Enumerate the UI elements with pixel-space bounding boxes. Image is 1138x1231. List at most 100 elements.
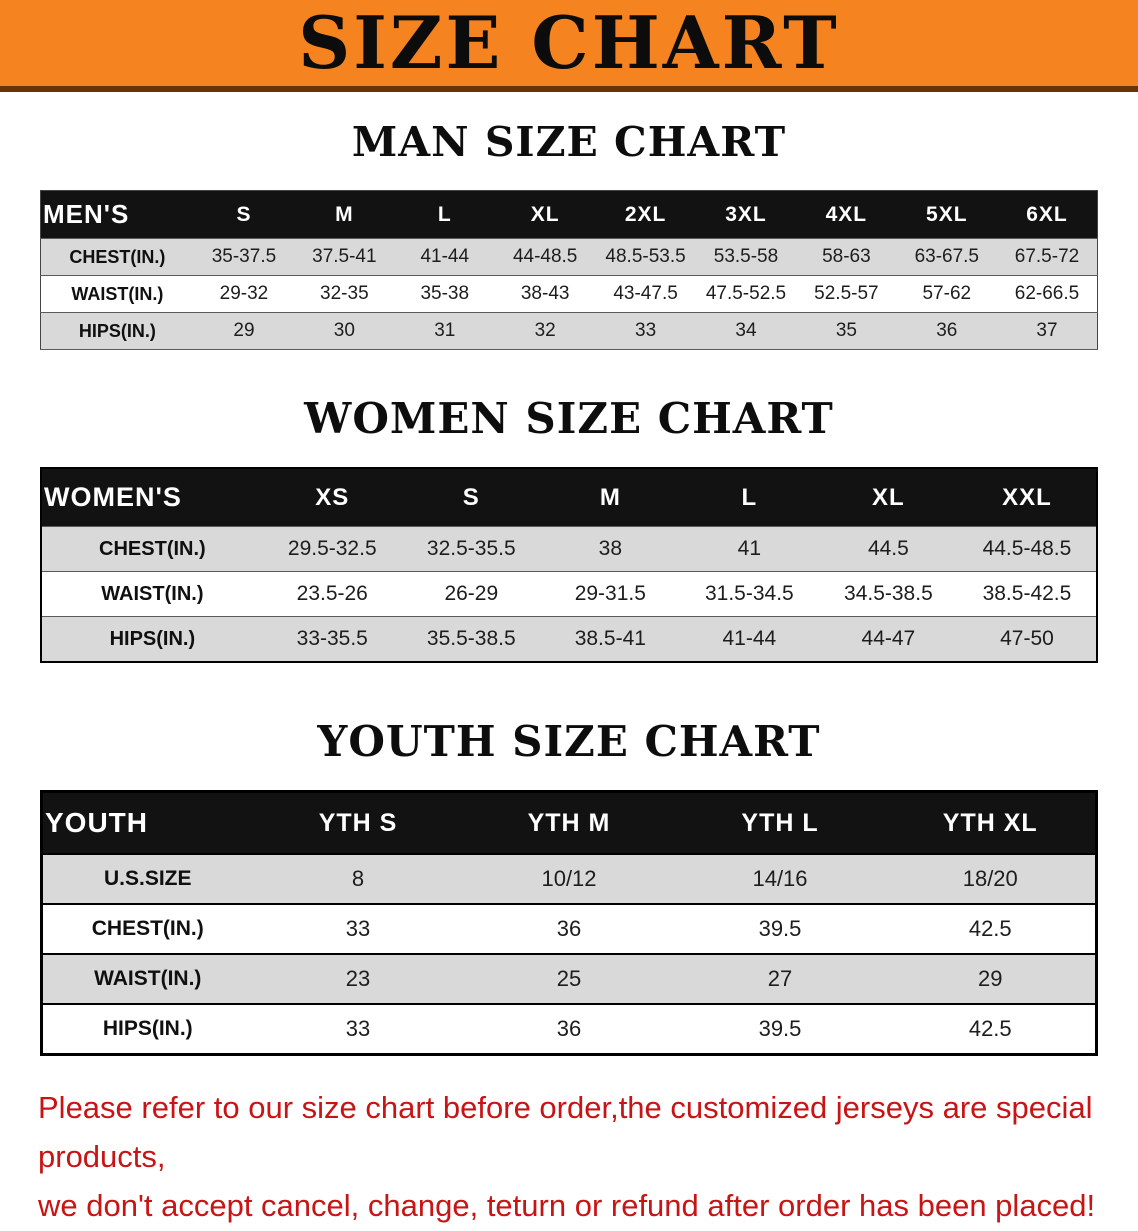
row-label-cell: WAIST(IN.) bbox=[40, 275, 194, 313]
data-cell: 29 bbox=[193, 312, 295, 350]
table-row: WAIST(IN.) 29-32 32-35 35-38 38-43 43-47.5 47.… bbox=[40, 275, 1098, 313]
data-cell: 33 bbox=[595, 312, 696, 350]
data-cell: 42.5 bbox=[885, 1003, 1097, 1056]
data-cell: 48.5-53.5 bbox=[595, 238, 696, 276]
size-header-cell: M bbox=[540, 468, 680, 527]
data-cell: 36 bbox=[463, 1003, 675, 1056]
data-cell: 35.5-38.5 bbox=[401, 616, 541, 663]
data-cell: 53.5-58 bbox=[695, 238, 797, 276]
data-cell: 23.5-26 bbox=[262, 571, 402, 617]
data-cell: 10/12 bbox=[463, 853, 675, 905]
data-cell: 31 bbox=[394, 312, 495, 350]
size-header-cell: XL bbox=[818, 468, 958, 527]
data-cell: 29 bbox=[885, 953, 1097, 1005]
row-label-cell: HIPS(IN.) bbox=[41, 1003, 253, 1056]
page-title: SIZE CHART bbox=[298, 0, 840, 85]
size-header-cell: L bbox=[679, 468, 819, 527]
data-cell: 38.5-42.5 bbox=[957, 571, 1097, 617]
size-table: YOUTH YTH S YTH M YTH L YTH XL U.S.SIZE 8 10/12… bbox=[40, 790, 1098, 1056]
size-header-cell: XS bbox=[262, 468, 402, 527]
data-cell: 67.5-72 bbox=[997, 238, 1098, 276]
men-section-heading: MAN SIZE CHART bbox=[351, 118, 787, 166]
table-row: CHEST(IN.) 29.5-32.5 32.5-35.5 38 41 44.5 44.5… bbox=[41, 526, 1097, 572]
data-cell: 33 bbox=[252, 1003, 464, 1056]
men-size-table-container: MEN'S S M L XL 2XL 3XL 4XL 5XL 6XL CHEST(IN.) 35-37… bbox=[40, 190, 1098, 350]
table-row: CHEST(IN.) 35-37.5 37.5-41 41-44 44-48.5 48.5… bbox=[40, 238, 1098, 276]
data-cell: 8 bbox=[252, 853, 464, 905]
row-label-cell: CHEST(IN.) bbox=[41, 526, 263, 572]
youth-size-section: YOUTH SIZE CHART YOUTH YTH S YTH M YTH L YTH… bbox=[0, 717, 1138, 1056]
size-header-cell: YTH XL bbox=[885, 791, 1097, 854]
size-header-cell: YTH S bbox=[252, 791, 464, 854]
data-cell: 38.5-41 bbox=[540, 616, 680, 663]
data-cell: 44.5 bbox=[818, 526, 958, 572]
data-cell: 18/20 bbox=[885, 853, 1097, 905]
data-cell: 58-63 bbox=[796, 238, 897, 276]
data-cell: 34 bbox=[695, 312, 797, 350]
data-cell: 34.5-38.5 bbox=[818, 571, 958, 617]
data-cell: 38 bbox=[540, 526, 680, 572]
size-header-cell: YTH M bbox=[463, 791, 675, 854]
data-cell: 43-47.5 bbox=[595, 275, 696, 313]
data-cell: 29-31.5 bbox=[540, 571, 680, 617]
size-table: MEN'S S M L XL 2XL 3XL 4XL 5XL 6XL CHEST(IN.) 35-37… bbox=[40, 190, 1098, 350]
data-cell: 63-67.5 bbox=[896, 238, 997, 276]
data-cell: 39.5 bbox=[674, 1003, 886, 1056]
data-cell: 41 bbox=[679, 526, 819, 572]
table-row: CHEST(IN.) 33 36 39.5 42.5 bbox=[41, 903, 1097, 955]
data-cell: 62-66.5 bbox=[997, 275, 1098, 313]
size-header-cell: 5XL bbox=[896, 190, 997, 239]
data-cell: 30 bbox=[294, 312, 395, 350]
table-header-row: WOMEN'S XS S M L XL XXL bbox=[41, 468, 1097, 527]
data-cell: 29-32 bbox=[193, 275, 295, 313]
data-cell: 27 bbox=[674, 953, 886, 1005]
data-cell: 32-35 bbox=[294, 275, 395, 313]
data-cell: 32 bbox=[494, 312, 596, 350]
row-label-cell: WAIST(IN.) bbox=[41, 571, 263, 617]
row-label-cell: CHEST(IN.) bbox=[41, 903, 253, 955]
data-cell: 14/16 bbox=[674, 853, 886, 905]
youth-size-table-container: YOUTH YTH S YTH M YTH L YTH XL U.S.SIZE 8 10/12… bbox=[40, 790, 1098, 1056]
data-cell: 42.5 bbox=[885, 903, 1097, 955]
disclaimer-line-2: we don't accept cancel, change, teturn o… bbox=[38, 1187, 1096, 1223]
data-cell: 31.5-34.5 bbox=[679, 571, 819, 617]
youth-section-heading: YOUTH SIZE CHART bbox=[317, 717, 821, 766]
disclaimer-line-1: Please refer to our size chart before or… bbox=[38, 1090, 1093, 1174]
data-cell: 36 bbox=[896, 312, 997, 350]
data-cell: 32.5-35.5 bbox=[401, 526, 541, 572]
size-header-cell: XXL bbox=[957, 468, 1097, 527]
size-header-cell: M bbox=[294, 190, 395, 239]
data-cell: 36 bbox=[463, 903, 675, 955]
row-label-cell: HIPS(IN.) bbox=[41, 616, 263, 663]
data-cell: 38-43 bbox=[494, 275, 596, 313]
row-label-cell: WAIST(IN.) bbox=[41, 953, 253, 1005]
data-cell: 26-29 bbox=[401, 571, 541, 617]
data-cell: 29.5-32.5 bbox=[262, 526, 402, 572]
table-title-cell: YOUTH bbox=[41, 791, 253, 854]
size-header-cell: 6XL bbox=[997, 190, 1098, 239]
data-cell: 33-35.5 bbox=[262, 616, 402, 663]
data-cell: 44-48.5 bbox=[494, 238, 596, 276]
data-cell: 37.5-41 bbox=[294, 238, 395, 276]
women-size-table-container: WOMEN'S XS S M L XL XXL CHEST(IN.) 29.5-32.5 32.5… bbox=[40, 467, 1098, 663]
men-size-section: MAN SIZE CHART MEN'S S M L XL 2XL 3XL 4XL 5XL 6XL… bbox=[0, 118, 1138, 350]
size-header-cell: 4XL bbox=[796, 190, 897, 239]
table-row: U.S.SIZE 8 10/12 14/16 18/20 bbox=[41, 853, 1097, 905]
women-size-section: WOMEN SIZE CHART WOMEN'S XS S M L XL XXL CHEST(… bbox=[0, 394, 1138, 663]
data-cell: 41-44 bbox=[394, 238, 495, 276]
table-header-row: MEN'S S M L XL 2XL 3XL 4XL 5XL 6XL bbox=[40, 190, 1098, 239]
size-table: WOMEN'S XS S M L XL XXL CHEST(IN.) 29.5-32.5 32.5… bbox=[40, 467, 1098, 663]
data-cell: 39.5 bbox=[674, 903, 886, 955]
table-row: HIPS(IN.) 33 36 39.5 42.5 bbox=[41, 1003, 1097, 1056]
data-cell: 57-62 bbox=[896, 275, 997, 313]
data-cell: 35-38 bbox=[394, 275, 495, 313]
data-cell: 47.5-52.5 bbox=[695, 275, 797, 313]
table-title-cell: MEN'S bbox=[40, 190, 194, 239]
row-label-cell: CHEST(IN.) bbox=[40, 238, 194, 276]
row-label-cell: U.S.SIZE bbox=[41, 853, 253, 905]
data-cell: 41-44 bbox=[679, 616, 819, 663]
table-title-cell: WOMEN'S bbox=[41, 468, 263, 527]
row-label-cell: HIPS(IN.) bbox=[40, 312, 194, 350]
data-cell: 44.5-48.5 bbox=[957, 526, 1097, 572]
data-cell: 35 bbox=[796, 312, 897, 350]
